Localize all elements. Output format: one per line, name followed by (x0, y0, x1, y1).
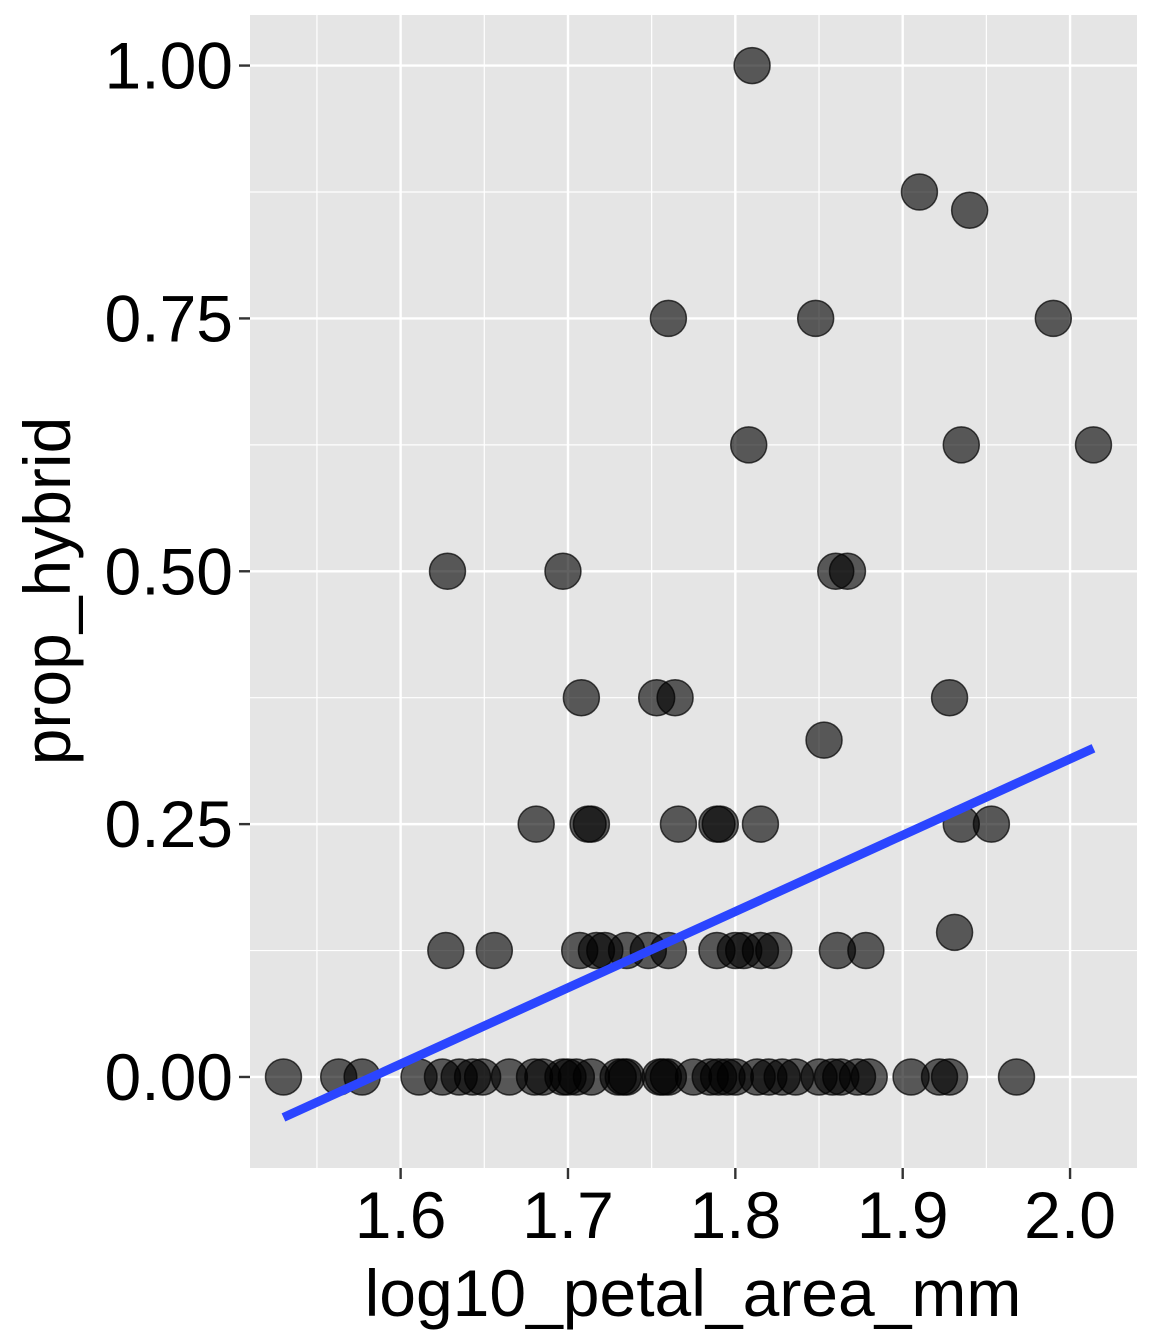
data-point (997, 1058, 1036, 1096)
data-point (847, 931, 885, 970)
data-point (544, 552, 582, 591)
trend-line (281, 744, 1096, 1122)
data-point (729, 426, 768, 464)
x-tick-label: 1.6 (355, 1178, 447, 1252)
y-tick-label: 0.75 (105, 281, 233, 355)
data-point (733, 46, 771, 85)
data-point (659, 805, 698, 843)
data-point (701, 805, 740, 843)
x-axis-title: log10_petal_area_mm (365, 1256, 1022, 1330)
y-tick-label: 0.25 (105, 787, 233, 861)
data-point (572, 805, 611, 843)
plot-panel (250, 15, 1137, 1168)
data-point (1034, 299, 1073, 338)
data-point (930, 678, 969, 717)
data-point (741, 805, 780, 843)
data-point (950, 191, 989, 229)
data-point (796, 299, 835, 338)
data-point (930, 1058, 969, 1096)
data-point (562, 678, 601, 717)
data-point (828, 552, 867, 591)
y-axis: 0.00 0.25 0.50 0.75 1.00 (105, 29, 250, 1114)
x-tick-label: 1.9 (857, 1178, 949, 1252)
x-tick-label: 1.8 (689, 1178, 781, 1252)
data-point (649, 299, 688, 338)
y-axis-title: prop_hybrid (10, 417, 84, 766)
x-axis: 1.6 1.7 1.8 1.9 2.0 (355, 1168, 1116, 1252)
data-point (656, 678, 694, 717)
x-tick-label: 2.0 (1024, 1178, 1116, 1252)
data-point (607, 1058, 646, 1096)
data-point (805, 721, 843, 759)
y-tick-label: 1.00 (105, 29, 233, 103)
data-points (264, 46, 1113, 1096)
data-point (1074, 426, 1113, 464)
data-point (427, 931, 465, 970)
data-point (972, 805, 1011, 843)
data-point (850, 1058, 888, 1096)
data-point (935, 913, 974, 952)
data-point (264, 1058, 303, 1096)
data-point (755, 931, 793, 970)
data-point (517, 805, 555, 843)
y-tick-label: 0.00 (105, 1040, 233, 1114)
data-point (475, 931, 514, 970)
y-tick-label: 0.50 (105, 534, 233, 608)
x-tick-label: 1.7 (522, 1178, 614, 1252)
data-point (428, 552, 467, 591)
data-point (900, 173, 939, 211)
data-point (942, 426, 981, 464)
